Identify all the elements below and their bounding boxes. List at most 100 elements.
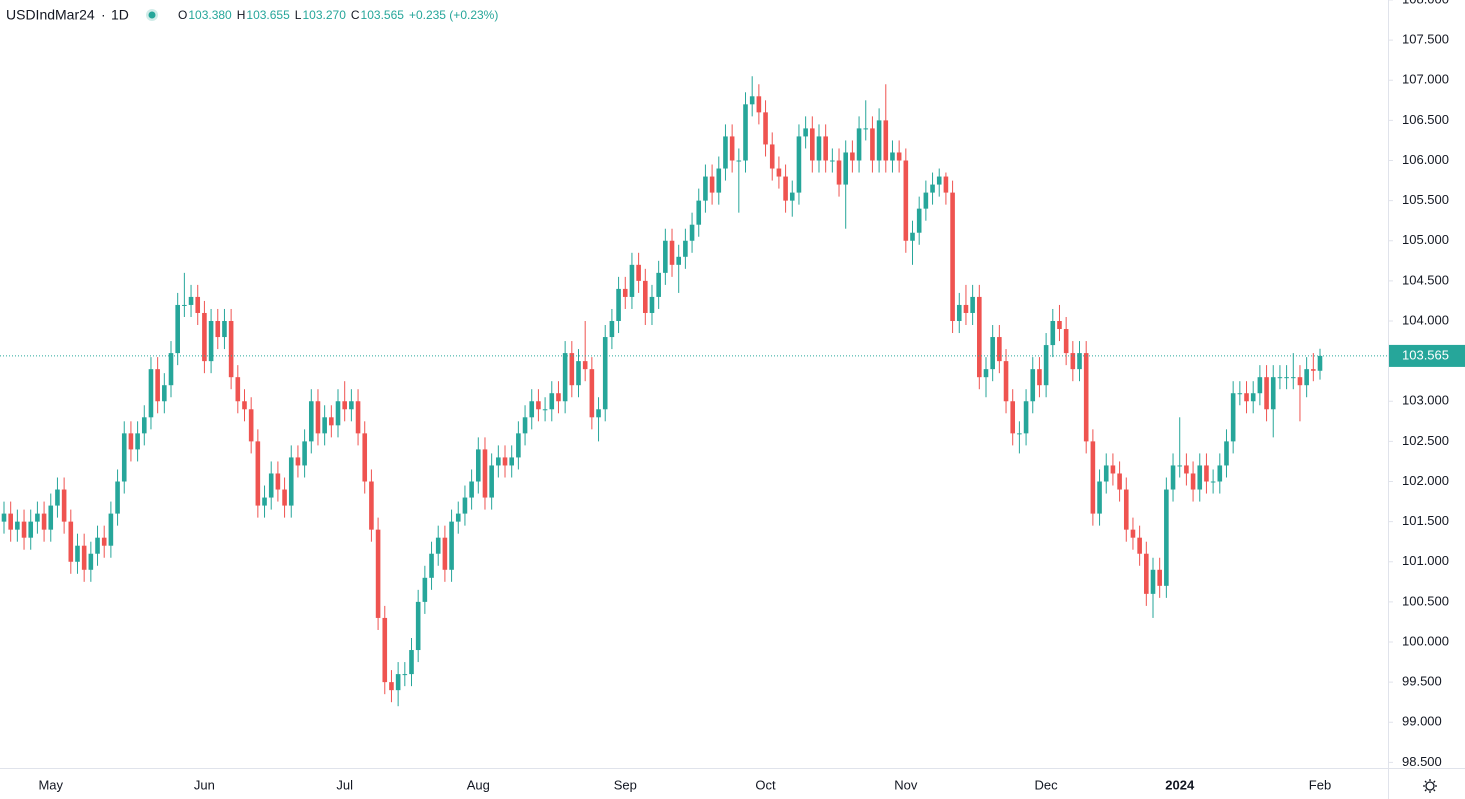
y-tick-label: 107.500 — [1402, 32, 1449, 47]
candle-body — [936, 176, 942, 185]
candle-body — [1010, 401, 1016, 434]
candle-body — [469, 481, 474, 498]
y-tick-label: 101.500 — [1402, 513, 1449, 528]
candle-body — [68, 521, 74, 562]
candle-body — [302, 441, 307, 466]
candle-body — [435, 537, 441, 554]
candle-body — [1297, 377, 1303, 386]
candle-body — [1144, 553, 1149, 594]
candle-body — [8, 513, 13, 530]
candle-body — [749, 96, 755, 105]
candle-body — [736, 160, 742, 162]
candle-body — [168, 353, 174, 386]
candle-body — [1184, 465, 1189, 474]
ohlc-value: 103.565 — [361, 8, 405, 22]
candle-body — [282, 489, 287, 506]
candle-body — [128, 433, 134, 450]
candle-body — [255, 441, 261, 506]
interval[interactable]: 1D — [111, 7, 129, 23]
y-tick-label: 105.000 — [1402, 232, 1449, 247]
candle-body — [262, 497, 267, 506]
candle-body — [275, 473, 281, 490]
y-tick-label: 99.500 — [1402, 674, 1442, 689]
candle-body — [228, 321, 234, 378]
candle-body — [783, 176, 788, 201]
candle-body — [1150, 569, 1156, 594]
candle-body — [1050, 321, 1056, 346]
candle-body — [362, 433, 368, 482]
candle-body — [349, 401, 354, 410]
plot-area — [0, 76, 1388, 707]
candle-body — [1304, 369, 1309, 386]
candle-body — [622, 288, 628, 297]
candle-body — [402, 674, 408, 676]
candle-body — [1110, 465, 1116, 474]
ohlc-label: L — [295, 8, 302, 22]
candle-body — [355, 401, 361, 434]
candle-body — [369, 481, 374, 530]
candle-body — [308, 401, 314, 442]
candle-body — [729, 136, 735, 161]
candle-body — [1157, 569, 1162, 586]
candle-body — [1164, 489, 1169, 586]
candle-body — [850, 152, 855, 161]
candle-body — [843, 152, 849, 185]
candle-body — [1224, 441, 1229, 466]
candle-body — [88, 553, 94, 570]
candle-body — [950, 192, 955, 322]
candle-body — [15, 521, 20, 530]
candle-body — [1270, 377, 1276, 410]
candle-body — [856, 128, 862, 161]
candle-body — [556, 393, 561, 402]
candle-body — [723, 136, 728, 169]
candle-body — [863, 128, 869, 130]
candle-body — [629, 264, 635, 297]
candle-body — [536, 401, 541, 410]
candle-body — [268, 473, 274, 498]
candle-body — [115, 481, 120, 514]
candle-body — [222, 321, 227, 338]
candle-body — [810, 128, 815, 161]
candle-body — [870, 128, 875, 161]
candle-body — [743, 104, 748, 161]
y-tick-label: 103.000 — [1402, 393, 1449, 408]
candle-body — [202, 312, 207, 362]
candle-body — [616, 288, 621, 322]
candle-body — [1023, 401, 1029, 434]
x-tick-label: Sep — [614, 777, 637, 792]
candle-body — [121, 433, 127, 482]
candle-body — [442, 537, 448, 570]
candle-body — [475, 449, 481, 482]
x-tick-label: Nov — [894, 777, 918, 792]
candle-body — [1244, 393, 1249, 402]
y-tick-label: 98.500 — [1402, 754, 1442, 769]
candle-body — [329, 417, 334, 426]
candle-body — [970, 296, 975, 313]
y-tick-label: 100.500 — [1402, 593, 1449, 608]
settings-button[interactable] — [1423, 779, 1437, 793]
candle-body — [1284, 377, 1289, 379]
symbol[interactable]: USDIndMar24 — [6, 7, 95, 23]
x-tick-label: Aug — [467, 777, 490, 792]
candle-body — [883, 120, 889, 161]
x-tick-label: Oct — [755, 777, 776, 792]
y-tick-label: 106.000 — [1402, 152, 1449, 167]
candle-body — [1070, 353, 1076, 370]
candle-body — [836, 160, 842, 185]
candle-body — [389, 682, 394, 691]
candle-body — [509, 457, 514, 466]
candle-body — [422, 577, 428, 602]
candle-body — [683, 240, 688, 257]
ohlc-label: H — [237, 8, 246, 22]
candle-body — [81, 545, 87, 570]
candle-body — [796, 136, 802, 193]
candle-body — [1317, 355, 1323, 371]
legend-header: USDIndMar24 · 1D O 103.380 H 103.655 L 103.27… — [0, 3, 520, 29]
candle-body — [549, 393, 555, 410]
candle-body — [1170, 465, 1176, 490]
y-tick-label: 107.000 — [1402, 72, 1449, 87]
candle-body — [41, 513, 47, 530]
x-tick-label: Jun — [194, 777, 215, 792]
candle-body — [816, 136, 822, 161]
